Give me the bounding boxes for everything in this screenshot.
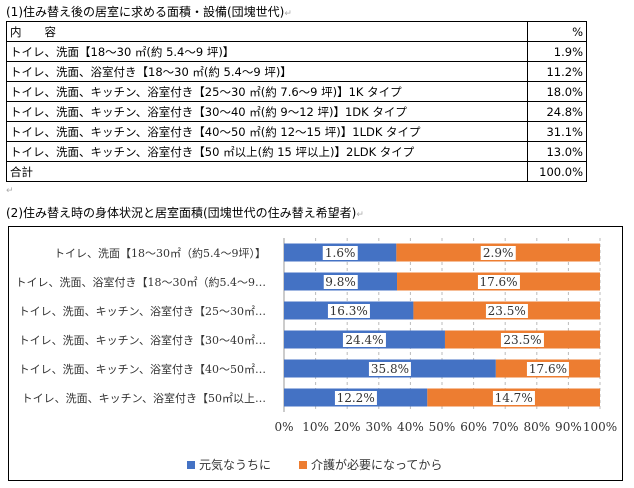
x-tick-label: 0% xyxy=(274,420,294,434)
row-content: トイレ、洗面、キッチン、浴室付き【25〜30 ㎡(約 7.6〜9 坪)】1K タ… xyxy=(6,81,528,102)
data-label: 24.4% xyxy=(343,332,386,347)
row-content: トイレ、洗面、キッチン、浴室付き【30〜40 ㎡(約 9〜12 坪)】1DK タ… xyxy=(6,101,528,122)
data-label: 2.9% xyxy=(480,245,516,260)
legend-item-genki: 元気なうちに xyxy=(187,456,271,473)
row-content: トイレ、洗面、浴室付き【18〜30 ㎡(約 5.4〜9 坪)】 xyxy=(6,61,528,82)
data-label: 23.5% xyxy=(485,303,528,318)
data-label: 35.8% xyxy=(368,361,411,376)
x-tick-label: 80% xyxy=(523,420,551,434)
table-row: トイレ、洗面、キッチン、浴室付き【50 ㎡以上(約 15 坪以上)】2LDK タ… xyxy=(6,141,587,162)
category-label: トイレ、洗面、キッチン、浴室付き【30～40㎡… xyxy=(18,333,266,347)
chart-plot xyxy=(283,238,601,412)
data-label: 16.3% xyxy=(327,303,370,318)
table-row: トイレ、洗面、キッチン、浴室付き【40〜50 ㎡(約 12〜15 坪)】1LDK… xyxy=(6,121,587,142)
table-header: 内 容 % xyxy=(6,21,587,42)
x-tick-label: 60% xyxy=(460,420,487,434)
x-tick-label: 90% xyxy=(555,420,582,434)
header-percent: % xyxy=(527,21,587,42)
category-label: トイレ、洗面、キッチン、浴室付き【25～30㎡… xyxy=(18,304,266,318)
area-table: 内 容 % トイレ、洗面【18〜30 ㎡(約 5.4〜9 坪)】 1.9% トイレ、… xyxy=(6,21,587,182)
data-label: 14.7% xyxy=(492,390,535,405)
data-label: 17.6% xyxy=(477,274,520,289)
data-label: 1.6% xyxy=(322,245,358,260)
category-label: トイレ、洗面、キッチン、浴室付き【50㎡以上… xyxy=(21,391,266,405)
x-tick-label: 40% xyxy=(397,420,424,434)
row-percent: 100.0% xyxy=(527,161,587,182)
table-row: 合計 100.0% xyxy=(6,161,587,182)
row-percent: 1.9% xyxy=(527,41,587,62)
x-tick-label: 100% xyxy=(582,420,618,434)
category-label: トイレ、洗面、浴室付き【18～30㎡（約5.4～9… xyxy=(15,275,267,289)
header-content: 内 容 xyxy=(6,21,528,42)
legend-swatch-blue xyxy=(187,460,195,469)
row-content: トイレ、洗面、キッチン、浴室付き【50 ㎡以上(約 15 坪以上)】2LDK タ… xyxy=(6,141,528,162)
x-tick-label: 50% xyxy=(428,420,456,434)
row-percent: 18.0% xyxy=(527,81,587,102)
row-content: トイレ、洗面【18〜30 ㎡(約 5.4〜9 坪)】 xyxy=(6,41,528,62)
data-label: 23.5% xyxy=(501,332,544,347)
row-percent: 13.0% xyxy=(527,141,587,162)
row-percent: 31.1% xyxy=(527,121,587,142)
data-label: 9.8% xyxy=(323,274,358,289)
table-row: トイレ、洗面、キッチン、浴室付き【25〜30 ㎡(約 7.6〜9 坪)】1K タ… xyxy=(6,81,587,102)
x-tick-label: 10% xyxy=(302,420,329,434)
paragraph-mark: ↵ xyxy=(6,186,14,196)
x-tick-label: 70% xyxy=(491,420,519,434)
data-label: 17.6% xyxy=(526,361,569,376)
table-row: トイレ、洗面、浴室付き【18〜30 ㎡(約 5.4〜9 坪)】 11.2% xyxy=(6,61,587,82)
x-tick-label: 30% xyxy=(365,420,393,434)
section1-title: (1)住み替え後の居室に求める面積・設備(団塊世代)↵ xyxy=(6,5,292,19)
data-label: 12.2% xyxy=(334,390,377,405)
section2-title: (2)住み替え時の身体状況と居室面積(団塊世代の住み替え希望者)↵ xyxy=(6,206,364,220)
table-row: トイレ、洗面【18〜30 ㎡(約 5.4〜9 坪)】 1.9% xyxy=(6,41,587,62)
row-content: トイレ、洗面、キッチン、浴室付き【40〜50 ㎡(約 12〜15 坪)】1LDK… xyxy=(6,121,528,142)
category-label: トイレ、洗面【18～30㎡（約5.4～9坪）】 xyxy=(54,246,266,260)
row-percent: 11.2% xyxy=(527,61,587,82)
table-row: トイレ、洗面、キッチン、浴室付き【30〜40 ㎡(約 9〜12 坪)】1DK タ… xyxy=(6,101,587,122)
legend-swatch-orange xyxy=(299,460,307,469)
row-percent: 24.8% xyxy=(527,101,587,122)
category-label: トイレ、洗面、キッチン、浴室付き【40～50㎡… xyxy=(18,362,266,376)
legend-item-kaigo: 介護が必要になってから xyxy=(299,456,442,473)
row-content: 合計 xyxy=(6,161,528,182)
x-tick-label: 20% xyxy=(333,420,361,434)
stacked-bar-chart: トイレ、洗面【18～30㎡（約5.4～9坪）】 1.6% 2.9% トイレ、洗面、浴室… xyxy=(8,226,623,481)
